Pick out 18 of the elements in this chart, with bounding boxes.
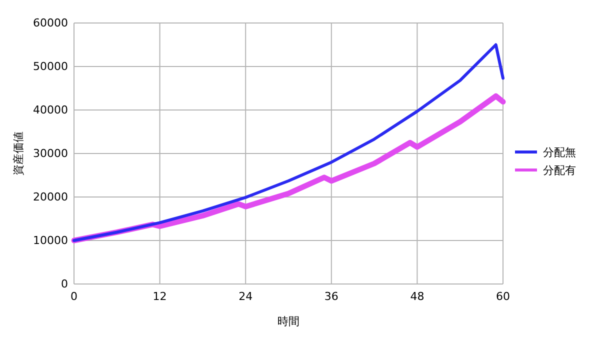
x-tick-label: 60	[496, 290, 510, 303]
x-tick-label: 24	[238, 290, 253, 303]
x-tick-label: 48	[410, 290, 424, 303]
x-tick-label: 12	[152, 290, 167, 303]
legend-label: 分配有	[543, 164, 576, 177]
y-tick-label: 30000	[33, 147, 68, 160]
y-axis-title: 資産価値	[12, 132, 25, 176]
y-tick-label: 50000	[33, 60, 68, 74]
y-tick-label: 0	[61, 278, 68, 291]
line-series	[72, 43, 504, 242]
x-tick-label: 0	[70, 290, 78, 303]
y-tick-label: 20000	[33, 190, 68, 204]
y-tick-label: 40000	[33, 104, 68, 117]
legend-label: 分配無	[543, 146, 576, 159]
x-axis-title: 時間	[278, 315, 300, 328]
x-tick-label: 36	[324, 290, 338, 303]
y-tick-label: 60000	[33, 16, 68, 30]
y-tick-label: 10000	[33, 234, 68, 248]
